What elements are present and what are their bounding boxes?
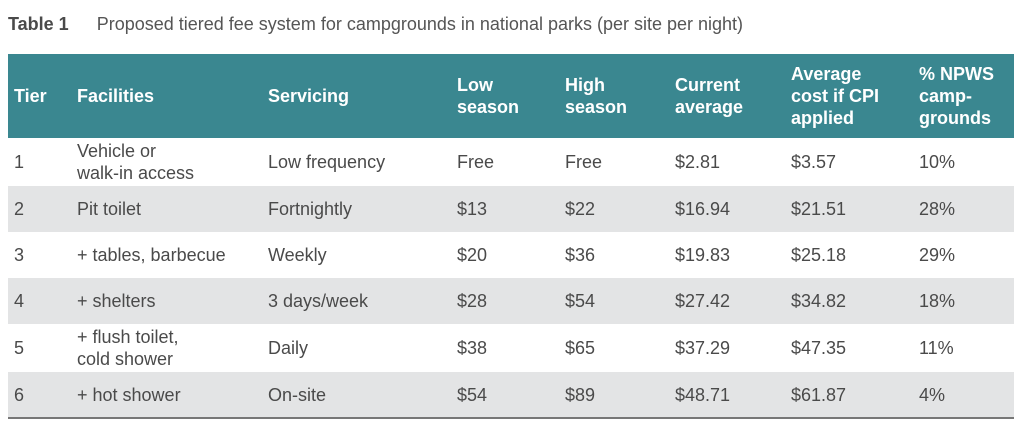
table-row: 4 + shelters 3 days/week $28 $54 $27.42 … [8, 278, 1014, 324]
cell-high-season: Free [565, 152, 603, 172]
cell-current-average: $27.42 [675, 291, 731, 311]
cell-high-season: $36 [565, 245, 596, 265]
cell-cpi-cost: $47.35 [791, 338, 847, 358]
cell-tier: 2 [14, 199, 25, 219]
cell-facilities: + flush toilet, cold shower [77, 327, 179, 369]
cell-npws-percent: 29% [919, 245, 956, 265]
table-header-row: Tier Facilities Servicing Low season Hig… [8, 54, 1014, 138]
cell-cpi-cost: $21.51 [791, 199, 847, 219]
cell-current-average: $16.94 [675, 199, 731, 219]
cell-current-average: $48.71 [675, 384, 731, 405]
table-caption-text: Proposed tiered fee system for campgroun… [96, 14, 744, 34]
cell-high-season: $65 [565, 338, 596, 358]
cell-facilities: + shelters [77, 291, 156, 311]
table-caption: Table 1 Proposed tiered fee system for ca… [8, 14, 743, 35]
cell-low-season: $20 [457, 245, 488, 265]
cell-facilities: Vehicle or walk-in access [77, 141, 195, 183]
cell-cpi-cost: $34.82 [791, 291, 847, 311]
cell-servicing: Fortnightly [268, 199, 353, 219]
table-row: 2 Pit toilet Fortnightly $13 $22 $16.94 … [8, 186, 1014, 232]
cell-tier: 1 [14, 152, 25, 172]
cell-low-season: $54 [457, 384, 488, 405]
cell-tier: 3 [14, 245, 25, 265]
cell-facilities: + tables, barbecue [77, 245, 226, 265]
cell-npws-percent: 4% [919, 384, 946, 405]
cell-high-season: $89 [565, 384, 596, 405]
cell-low-season: $28 [457, 291, 488, 311]
cell-facilities: Pit toilet [77, 199, 142, 219]
cell-cpi-cost: $25.18 [791, 245, 847, 265]
cell-high-season: $22 [565, 199, 596, 219]
cell-current-average: $19.83 [675, 245, 731, 265]
cell-low-season: $13 [457, 199, 488, 219]
fee-table: Tier Facilities Servicing Low season Hig… [8, 54, 1014, 419]
cell-npws-percent: 10% [919, 152, 956, 172]
cell-high-season: $54 [565, 291, 596, 311]
cell-servicing: Daily [268, 338, 309, 358]
column-header-high-season: High season [565, 75, 628, 117]
cell-cpi-cost: $3.57 [791, 152, 837, 172]
column-header-cpi-cost: Average cost if CPI applied [791, 64, 880, 128]
cell-npws-percent: 28% [919, 199, 956, 219]
table-row: 6 + hot shower On-site $54 $89 $48.71 $6… [8, 372, 1014, 418]
column-header-low-season: Low season [457, 75, 520, 117]
column-header-current-average: Current average [675, 75, 744, 117]
cell-low-season: $38 [457, 338, 488, 358]
cell-current-average: $37.29 [675, 338, 731, 358]
cell-current-average: $2.81 [675, 152, 721, 172]
cell-npws-percent: 18% [919, 291, 956, 311]
cell-servicing: Low frequency [268, 152, 386, 172]
cell-tier: 6 [14, 384, 25, 405]
table-row: 3 + tables, barbecue Weekly $20 $36 $19.… [8, 232, 1014, 278]
column-header-servicing: Servicing [268, 86, 350, 106]
cell-servicing: Weekly [268, 245, 327, 265]
column-header-npws-campgrounds: % NPWS camp- grounds [919, 64, 995, 128]
cell-servicing: On-site [268, 384, 327, 405]
table-row: 1 Vehicle or walk-in access Low frequenc… [8, 138, 1014, 186]
table-caption-label: Table 1 [8, 14, 69, 34]
table-row: 5 + flush toilet, cold shower Daily $38 … [8, 324, 1014, 372]
cell-facilities: + hot shower [77, 384, 181, 405]
cell-tier: 4 [14, 291, 25, 311]
cell-tier: 5 [14, 338, 25, 358]
cell-servicing: 3 days/week [268, 291, 369, 311]
cell-npws-percent: 11% [919, 338, 954, 358]
cell-cpi-cost: $61.87 [791, 384, 847, 405]
column-header-facilities: Facilities [77, 86, 155, 106]
column-header-tier: Tier [14, 86, 47, 106]
cell-low-season: Free [457, 152, 495, 172]
